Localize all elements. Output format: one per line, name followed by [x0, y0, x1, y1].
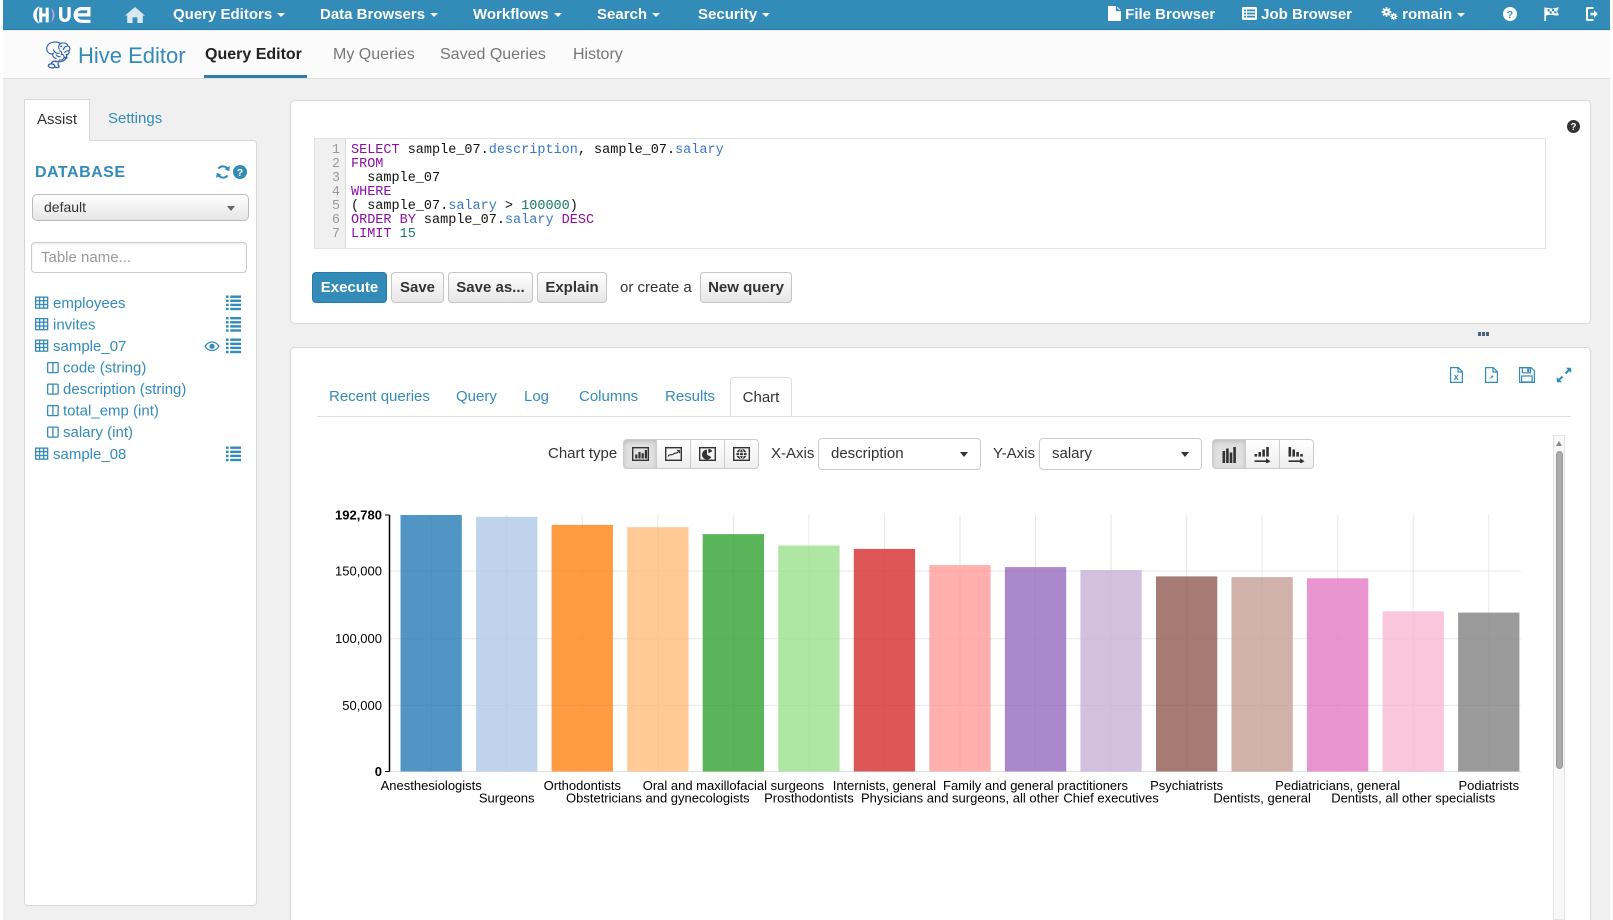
svg-text:192,780: 192,780 [335, 508, 382, 523]
svg-text:0: 0 [375, 764, 382, 779]
svg-text:x: x [1454, 372, 1459, 382]
svg-text:Oral and maxillofacial surgeon: Oral and maxillofacial surgeons [643, 778, 825, 793]
svg-text:Orthodontists: Orthodontists [544, 778, 622, 793]
svg-text:invites: invites [53, 317, 96, 334]
svg-text:Podiatrists: Podiatrists [1458, 778, 1519, 793]
svg-text:?: ? [1571, 122, 1577, 133]
svg-text:total_emp (int): total_emp (int) [63, 403, 159, 420]
svg-text:Psychiatrists: Psychiatrists [1150, 778, 1223, 793]
svg-text:Anesthesiologists: Anesthesiologists [381, 778, 483, 793]
svg-text:sample_08: sample_08 [53, 446, 126, 463]
svg-text:sample_07: sample_07 [53, 338, 126, 355]
svg-text:50,000: 50,000 [342, 698, 382, 713]
svg-text:description (string): description (string) [63, 381, 186, 398]
svg-text:Surgeons: Surgeons [479, 791, 535, 806]
svg-text:Physicians and surgeons, all o: Physicians and surgeons, all other [861, 791, 1060, 806]
svg-text:employees: employees [53, 295, 126, 312]
svg-text:150,000: 150,000 [335, 564, 382, 579]
svg-text:?: ? [1507, 9, 1513, 21]
svg-text:code (string): code (string) [63, 360, 146, 377]
svg-text:Chief executives: Chief executives [1063, 791, 1159, 806]
svg-text:?: ? [237, 167, 243, 179]
svg-text:salary (int): salary (int) [63, 424, 133, 441]
svg-text:100,000: 100,000 [335, 631, 382, 646]
svg-text:Pediatricians, general: Pediatricians, general [1275, 778, 1400, 793]
svg-text:Internists, general: Internists, general [833, 778, 936, 793]
svg-text:Family and general practitione: Family and general practitioners [943, 778, 1128, 793]
svg-text:Obstetricians and gynecologist: Obstetricians and gynecologists [566, 791, 750, 806]
svg-text:Dentists, all other specialist: Dentists, all other specialists [1331, 791, 1496, 806]
svg-text:Dentists, general: Dentists, general [1213, 791, 1311, 806]
svg-text:Prosthodontists: Prosthodontists [764, 791, 854, 806]
